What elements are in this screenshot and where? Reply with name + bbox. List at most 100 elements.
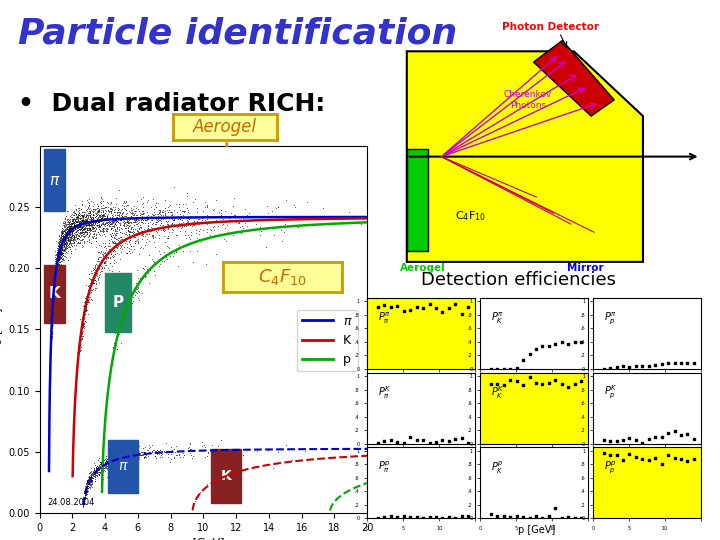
Point — [120, 224, 131, 233]
Point — [122, 213, 133, 221]
Point — [145, 448, 157, 457]
Point — [84, 230, 96, 238]
Point — [71, 214, 82, 222]
Point — [54, 240, 66, 248]
Point — [52, 256, 63, 265]
Point — [58, 255, 69, 264]
Point — [54, 253, 66, 262]
Point — [64, 238, 76, 246]
Point — [78, 216, 89, 225]
Point — [99, 458, 110, 467]
Point — [93, 222, 104, 231]
Point — [114, 208, 126, 217]
Point — [95, 460, 107, 469]
Point — [81, 304, 92, 313]
Point — [89, 467, 101, 475]
Point — [172, 261, 184, 270]
Point — [78, 495, 90, 504]
Point — [102, 218, 113, 226]
Point — [80, 488, 91, 496]
Point — [100, 202, 112, 211]
Point — [156, 213, 168, 221]
Point — [102, 211, 113, 219]
Point — [142, 211, 153, 219]
Point — [54, 246, 66, 254]
Point — [131, 453, 143, 462]
Point — [46, 307, 58, 316]
Point — [114, 206, 126, 215]
Point — [112, 235, 123, 244]
Point — [60, 233, 71, 241]
Point — [96, 211, 108, 219]
Point — [67, 216, 78, 225]
Point — [106, 451, 117, 460]
Point — [85, 215, 96, 224]
Point — [77, 323, 89, 332]
Point — [77, 221, 89, 230]
Point — [93, 213, 104, 222]
Point — [45, 348, 56, 357]
Point — [50, 259, 61, 268]
Point — [84, 275, 95, 284]
Point — [202, 480, 213, 488]
Point — [45, 343, 57, 352]
Point — [91, 272, 103, 281]
Point — [45, 316, 57, 325]
Point — [46, 316, 58, 325]
Point — [92, 465, 104, 474]
Point — [78, 216, 90, 225]
Point — [132, 227, 144, 235]
Point — [142, 230, 153, 238]
Point — [85, 464, 96, 472]
Point — [181, 188, 193, 197]
Point — [131, 446, 143, 454]
Point — [140, 230, 151, 238]
Point — [76, 335, 87, 343]
Point — [54, 273, 66, 282]
Point — [87, 204, 99, 213]
Point — [62, 256, 73, 265]
Point — [142, 213, 153, 221]
Point — [46, 309, 58, 318]
Point — [101, 462, 112, 470]
Point — [76, 217, 88, 225]
Point — [153, 226, 164, 234]
Point — [156, 448, 167, 457]
Point — [119, 456, 130, 465]
Point — [69, 223, 81, 232]
Point — [78, 311, 89, 320]
Point — [112, 308, 124, 317]
Point — [153, 247, 165, 255]
Point — [60, 231, 72, 239]
Point — [86, 478, 98, 487]
Point — [151, 218, 163, 227]
Point — [110, 213, 122, 222]
Point — [65, 224, 76, 232]
Point — [166, 211, 177, 219]
Point — [113, 452, 125, 461]
Point — [52, 252, 63, 260]
Point — [144, 443, 156, 451]
Point — [81, 221, 93, 230]
Point — [59, 236, 71, 245]
Point — [70, 217, 81, 225]
Point — [55, 232, 66, 241]
Point — [184, 445, 196, 454]
Point — [83, 295, 94, 304]
Point — [61, 233, 73, 241]
Point — [63, 225, 74, 233]
Point — [50, 264, 61, 273]
Point — [70, 218, 81, 226]
Point — [119, 454, 130, 463]
Point — [105, 204, 117, 212]
Point — [143, 224, 154, 232]
Point — [77, 322, 89, 331]
Point — [611, 362, 622, 371]
Point — [133, 230, 145, 238]
Point — [85, 276, 96, 285]
Point — [57, 234, 68, 243]
Point — [80, 214, 91, 223]
Point — [87, 218, 99, 226]
Point — [47, 302, 58, 310]
Point — [126, 212, 138, 221]
